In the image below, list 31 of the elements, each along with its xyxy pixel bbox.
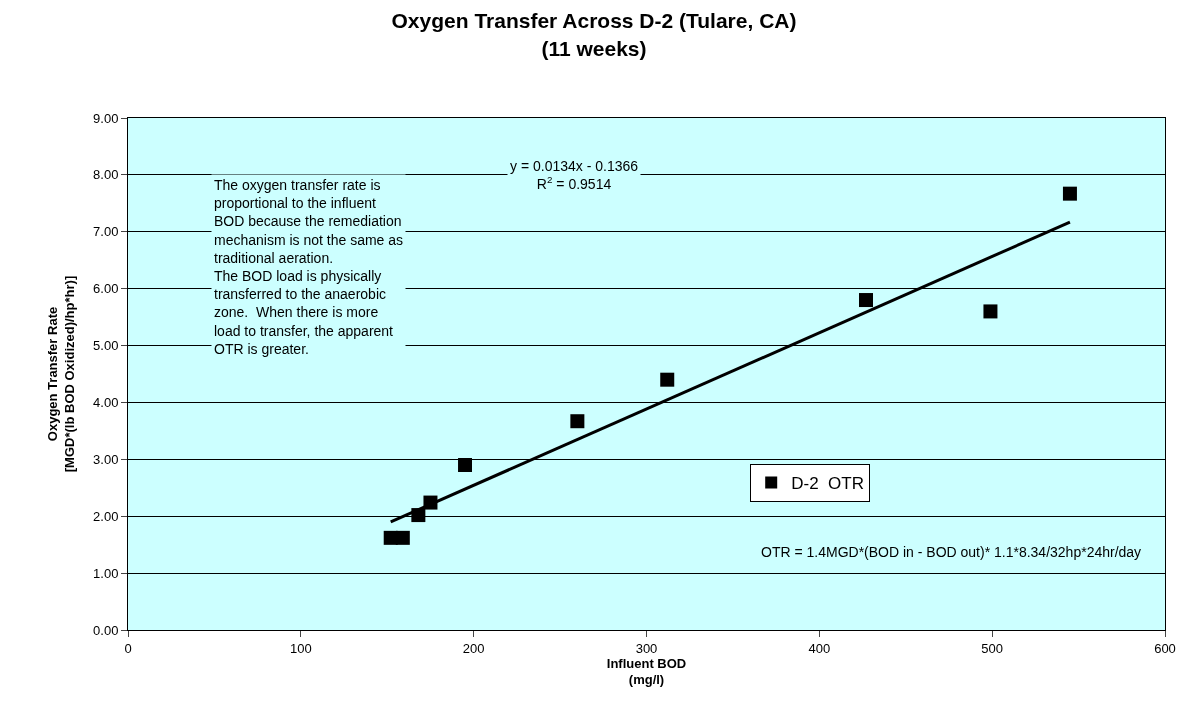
- point: [983, 304, 998, 319]
- y-tick-label: 4.00: [93, 394, 119, 410]
- point: [458, 458, 473, 473]
- point: [570, 414, 585, 429]
- x-tick-label: 400: [808, 640, 831, 656]
- y-tick-label: 2.00: [93, 508, 119, 524]
- x-tick-label: 0: [124, 640, 132, 656]
- y-tick-label: 9.00: [93, 110, 119, 126]
- y-tick-label: 1.00: [93, 565, 119, 581]
- point: [859, 293, 873, 308]
- y-tick-label: 7.00: [93, 224, 119, 240]
- y-tick-label: 5.00: [93, 338, 119, 354]
- point: [395, 530, 410, 545]
- x-tick-label: 200: [462, 640, 485, 656]
- point: [660, 372, 675, 387]
- annotation: y = 0.0134x - 0.1366 R$^{2}$ = 0.9514: [510, 158, 639, 193]
- x-tick-label: 300: [635, 640, 658, 656]
- x-axis-title: Influent BOD (mg/l): [606, 655, 687, 688]
- x-tick-label: 500: [981, 640, 1004, 656]
- chart-title: Oxygen Transfer Across D-2 (Tulare, CA) (11 weeks): [391, 9, 797, 60]
- text: The oxygen transfer rate is proportional to the influent BOD because the remediation mechanism is not the same as traditional aeration. The BOD load is physically transferred to the anaerobic zone. When there is more load to transfer, the apparent OTR is greater.: [214, 177, 404, 357]
- y-tick-label: 0.00: [93, 622, 119, 638]
- legend-label: D-2 OTR: [791, 474, 864, 494]
- x-tick-label: 100: [289, 640, 312, 656]
- y-tick-label: 3.00: [93, 451, 119, 467]
- annotation: OTR = 1.4MGD*(BOD in - BOD out)* 1.1*8.34/32hp*24hr/day: [761, 544, 1142, 560]
- point: [1062, 186, 1077, 201]
- y-tick-label: 6.00: [93, 281, 119, 297]
- y-tick-label: 8.00: [93, 167, 119, 183]
- x-tick-label: 600: [1154, 640, 1176, 656]
- y-axis-title: Oxygen Transfer Rate [MGD*(lb BOD Oxidized)/hp*hr)]: [45, 275, 78, 473]
